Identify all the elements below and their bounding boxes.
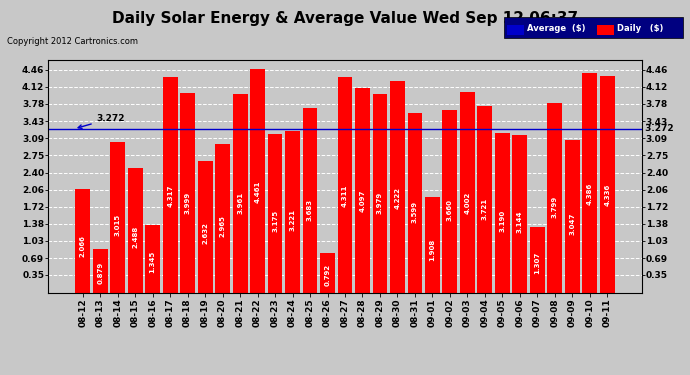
Bar — [197, 161, 213, 292]
Bar — [233, 94, 248, 292]
Text: 3.190: 3.190 — [500, 210, 505, 232]
Text: 3.221: 3.221 — [290, 209, 295, 231]
Bar — [268, 134, 282, 292]
Text: Daily   ($): Daily ($) — [617, 24, 663, 33]
Text: 3.272: 3.272 — [78, 114, 125, 129]
Text: 4.222: 4.222 — [395, 186, 400, 209]
Bar — [530, 227, 545, 292]
Bar — [128, 168, 143, 292]
Text: 4.386: 4.386 — [586, 183, 593, 205]
Bar — [425, 197, 440, 292]
Text: Copyright 2012 Cartronics.com: Copyright 2012 Cartronics.com — [7, 38, 138, 46]
Text: 4.002: 4.002 — [464, 191, 471, 214]
Text: 3.175: 3.175 — [272, 210, 278, 232]
Bar — [145, 225, 160, 292]
Text: 3.599: 3.599 — [412, 201, 418, 223]
Text: 4.097: 4.097 — [359, 189, 366, 211]
Text: 3.272: 3.272 — [642, 124, 673, 134]
Text: 2.488: 2.488 — [132, 225, 138, 248]
Bar — [215, 144, 230, 292]
Text: 3.961: 3.961 — [237, 192, 243, 214]
Text: 2.632: 2.632 — [202, 222, 208, 244]
Text: 4.336: 4.336 — [604, 184, 610, 206]
Text: 2.066: 2.066 — [80, 235, 86, 257]
Bar — [75, 189, 90, 292]
Bar — [285, 132, 300, 292]
Text: 3.683: 3.683 — [307, 199, 313, 221]
Bar — [355, 88, 370, 292]
Text: 3.144: 3.144 — [517, 210, 523, 233]
Bar — [600, 76, 615, 292]
Bar — [110, 142, 125, 292]
Text: 3.799: 3.799 — [552, 196, 558, 218]
Bar — [163, 76, 177, 292]
Bar — [513, 135, 527, 292]
Text: 3.999: 3.999 — [185, 191, 190, 214]
Bar — [582, 73, 598, 292]
Text: Daily Solar Energy & Average Value Wed Sep 12 06:37: Daily Solar Energy & Average Value Wed S… — [112, 11, 578, 26]
Bar — [92, 249, 108, 292]
Bar — [320, 253, 335, 292]
Text: 4.311: 4.311 — [342, 184, 348, 207]
Text: 1.908: 1.908 — [429, 238, 435, 261]
Text: 3.721: 3.721 — [482, 198, 488, 220]
Bar — [303, 108, 317, 292]
Bar — [477, 106, 493, 292]
Bar — [460, 92, 475, 292]
Bar — [373, 93, 387, 292]
Text: 4.317: 4.317 — [167, 184, 173, 207]
Text: 1.345: 1.345 — [150, 251, 156, 273]
Bar — [390, 81, 405, 292]
Text: 3.979: 3.979 — [377, 192, 383, 214]
Text: 2.965: 2.965 — [219, 215, 226, 237]
Bar — [442, 110, 457, 292]
Text: 0.792: 0.792 — [324, 264, 331, 286]
Text: 3.660: 3.660 — [447, 199, 453, 221]
Text: 1.307: 1.307 — [534, 252, 540, 274]
Bar — [180, 93, 195, 292]
Text: 4.461: 4.461 — [255, 181, 261, 203]
Bar — [337, 77, 353, 292]
Text: 3.015: 3.015 — [115, 214, 121, 236]
Text: Average  ($): Average ($) — [527, 24, 586, 33]
Bar — [565, 140, 580, 292]
Bar — [408, 112, 422, 292]
Bar — [495, 133, 510, 292]
Text: 3.047: 3.047 — [569, 213, 575, 235]
Text: 0.879: 0.879 — [97, 262, 104, 284]
Bar — [250, 69, 265, 292]
Bar — [547, 102, 562, 292]
